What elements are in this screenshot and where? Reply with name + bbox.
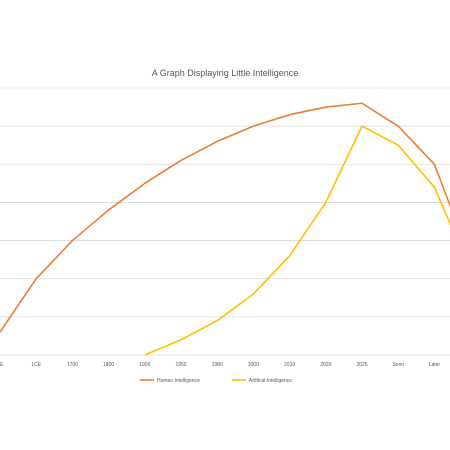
gridlines xyxy=(0,87,450,356)
x-tick-label: CE xyxy=(0,362,4,368)
x-axis-ticks: CE 1CE 1700 1800 1900 1950 1980 2000 2010 2020 202… xyxy=(0,362,440,368)
chart-title: A Graph Displaying Little Intelligence xyxy=(152,68,299,78)
x-tick-label: 1CE xyxy=(31,362,41,368)
x-tick-label: 1700 xyxy=(67,362,78,368)
x-tick-label: 2000 xyxy=(248,362,259,368)
x-tick-label: Later xyxy=(429,362,441,368)
x-tick-label: 2020 xyxy=(320,362,331,368)
legend-label-1: Human Intelligence xyxy=(157,378,200,384)
series-line-2 xyxy=(144,125,450,356)
series-line-1 xyxy=(0,102,450,333)
x-tick-label: 2010 xyxy=(284,362,295,368)
x-tick-label: 1980 xyxy=(212,362,223,368)
x-tick-label: 1900 xyxy=(139,362,150,368)
x-tick-label: 2025 xyxy=(356,362,367,368)
x-tick-label: 1950 xyxy=(175,362,186,368)
x-tick-label: 1800 xyxy=(103,362,114,368)
x-tick-label: Soon xyxy=(392,362,404,368)
legend-label-2: Artifical Intelligence xyxy=(249,378,292,384)
legend: Human Intelligence Artifical Intelligence xyxy=(140,378,292,384)
series-lines xyxy=(0,102,450,356)
